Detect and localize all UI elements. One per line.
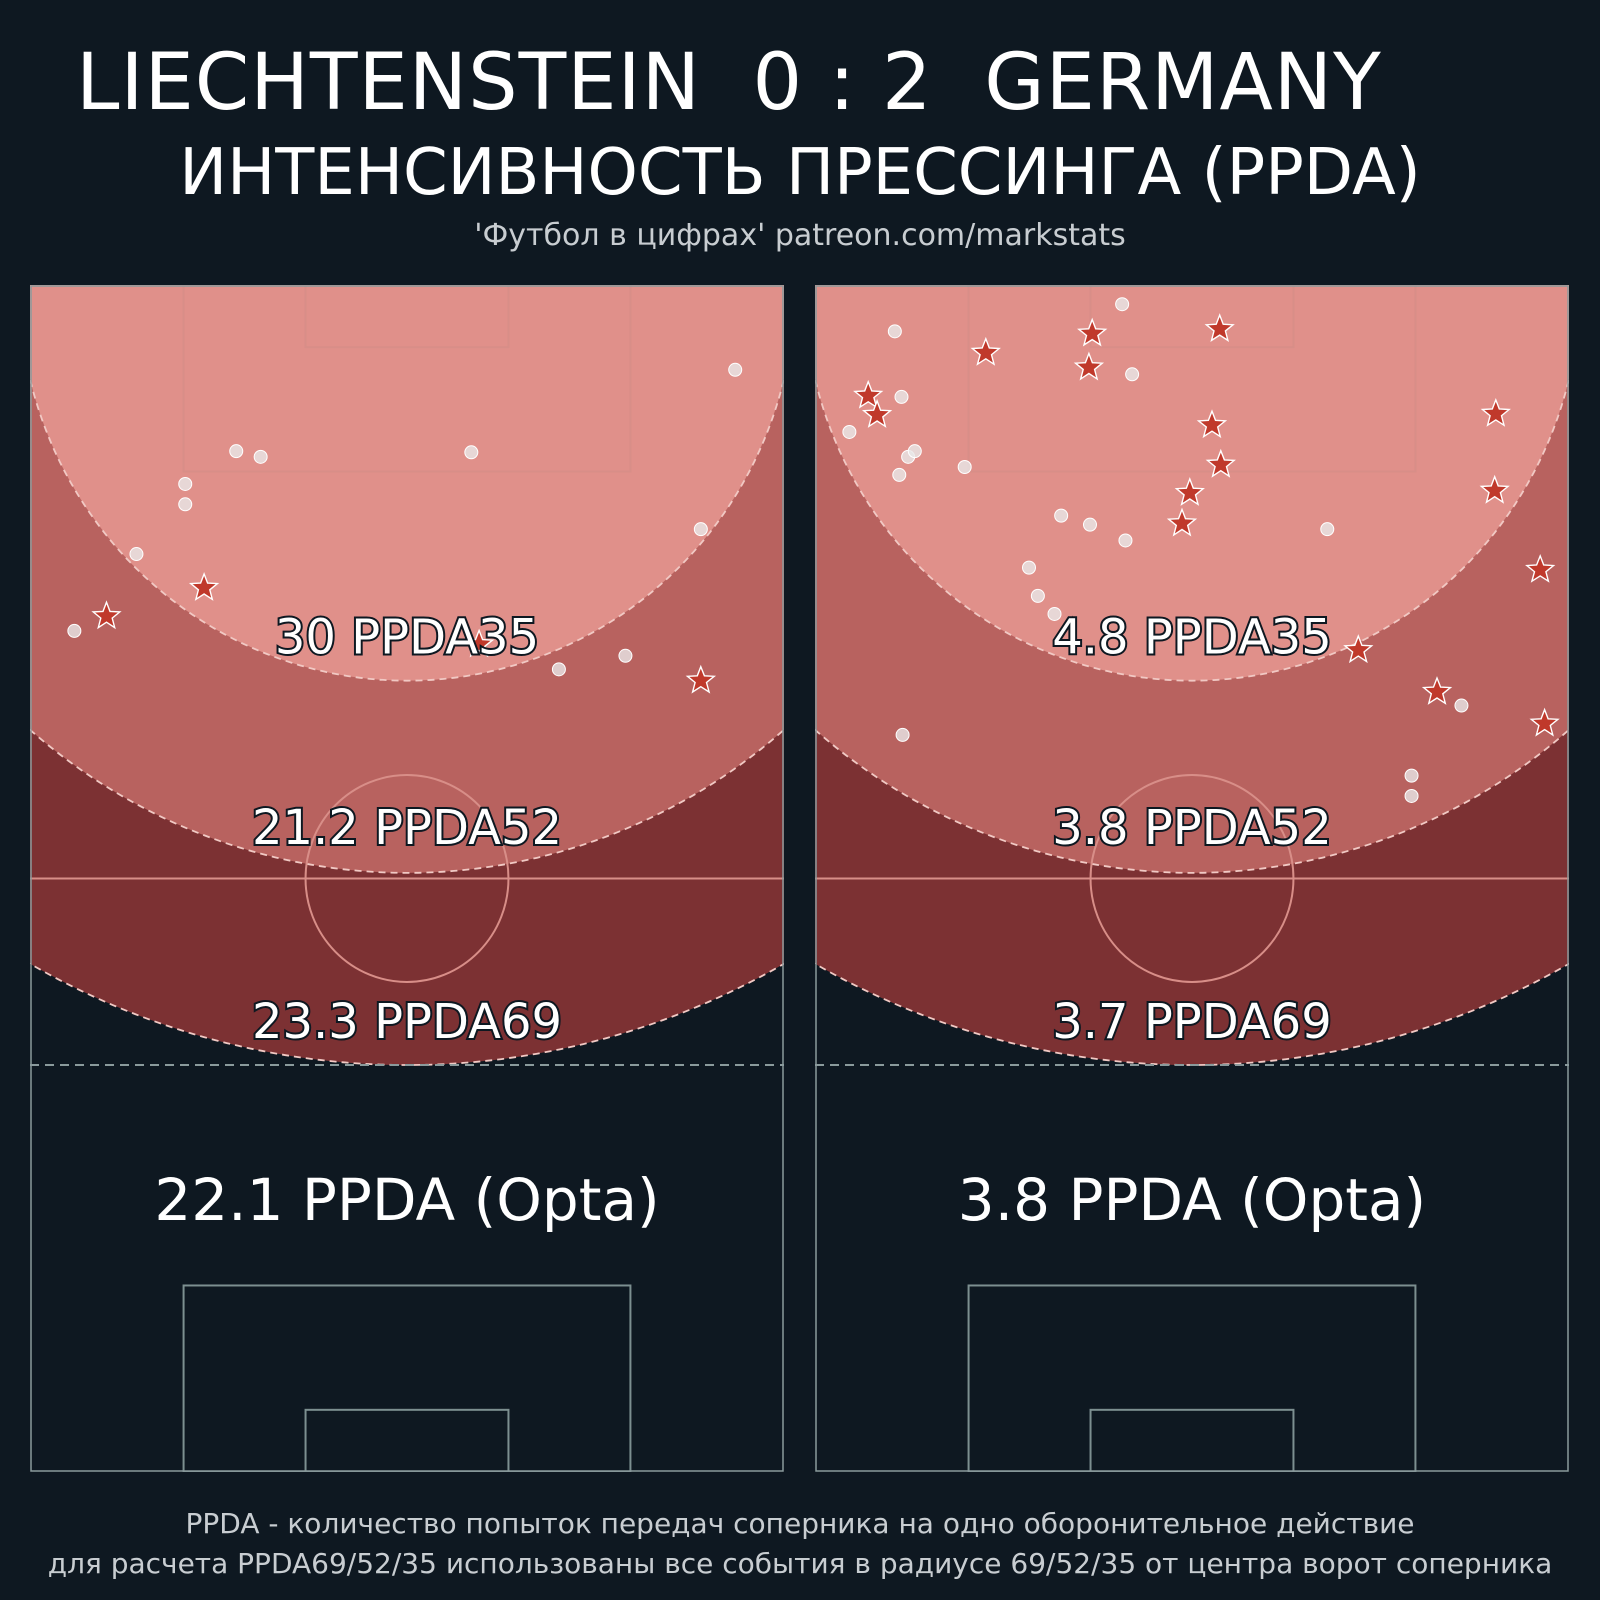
- centre-circle: [1089, 774, 1295, 983]
- penalty-box-bottom: [967, 1284, 1417, 1472]
- event-star: [1196, 409, 1228, 439]
- event-star: [1174, 477, 1205, 506]
- event-dot: [1082, 517, 1097, 532]
- event-dot: [1404, 788, 1419, 803]
- pitch-markings-attack: [815, 285, 1569, 983]
- zone-label-ppda35: 4.8 PPDA35: [1052, 610, 1332, 666]
- event-star: [861, 399, 893, 428]
- footer-line-2: для расчета PPDA69/52/35 использованы вс…: [47, 1547, 1553, 1580]
- event-dot: [253, 449, 268, 464]
- footer-line-1: PPDA - количество попыток передач соперн…: [185, 1507, 1415, 1540]
- event-dot: [1404, 768, 1419, 783]
- pitch-svg: 4.8 PPDA35 3.8 PPDA52 3.7 PPDA69 3.8 PPDA (…: [815, 285, 1569, 1472]
- zone-label-ppda52: 21.2 PPDA52: [252, 800, 562, 856]
- opta-ppda-label: 22.1 PPDA (Opta): [154, 1166, 659, 1234]
- event-star: [91, 600, 122, 630]
- pitch-germany: 4.8 PPDA35 3.8 PPDA52 3.7 PPDA69 3.8 PPDA (…: [815, 285, 1569, 1472]
- event-dot: [178, 497, 193, 512]
- event-star: [1073, 351, 1105, 381]
- event-dot: [842, 424, 857, 439]
- zone-label-ppda52: 3.8 PPDA52: [1052, 800, 1332, 856]
- pitch-markings-defence: [815, 1064, 1569, 1472]
- event-star: [1343, 634, 1374, 664]
- event-star: [1166, 507, 1198, 537]
- penalty-box-top: [182, 285, 632, 473]
- event-markers: [67, 362, 743, 694]
- event-star: [1421, 676, 1453, 705]
- event-dot: [693, 522, 708, 537]
- zone-group: [30, 285, 784, 1066]
- event-dot: [887, 324, 902, 339]
- footer-notes: PPDA - количество попыток передач соперн…: [0, 1504, 1600, 1584]
- event-dot: [178, 476, 193, 491]
- pitch-outline: [30, 285, 784, 1472]
- event-dot: [1454, 698, 1469, 713]
- event-dot: [1047, 606, 1062, 621]
- event-dot: [129, 547, 144, 562]
- event-dot: [892, 467, 907, 482]
- event-star: [1204, 313, 1235, 342]
- penalty-box-top: [967, 285, 1417, 473]
- event-dot: [551, 662, 566, 677]
- event-star: [1525, 553, 1556, 583]
- event-dot: [907, 444, 922, 459]
- centre-circle: [304, 774, 510, 983]
- zone-label-ppda69: 23.3 PPDA69: [252, 994, 562, 1050]
- event-star: [188, 572, 220, 601]
- event-dot: [1115, 297, 1130, 312]
- event-star: [685, 664, 717, 694]
- source-credit: 'Футбол в цифрах' patreon.com/markstats: [474, 218, 1126, 253]
- pitch-outline: [815, 285, 1569, 1472]
- pitch-liechtenstein: 30 PPDA35 21.2 PPDA52 23.3 PPDA69 22.1 PPDA…: [30, 285, 784, 1472]
- event-dot: [1118, 533, 1133, 548]
- pitch-svg: 30 PPDA35 21.2 PPDA52 23.3 PPDA69 22.1 PPDA…: [30, 285, 784, 1472]
- event-dot: [1022, 560, 1037, 575]
- six-yard-box-top: [304, 285, 510, 349]
- event-star: [1480, 397, 1511, 427]
- match-title: LIECHTENSTEIN 0 : 2 GERMANY: [76, 38, 1382, 128]
- event-star: [1205, 448, 1236, 478]
- chart-subtitle: ИНТЕНСИВНОСТЬ ПРЕССИНГА (PPDA): [179, 136, 1421, 210]
- event-star: [463, 628, 495, 658]
- event-dot: [895, 727, 910, 742]
- zone-ppda35: [815, 285, 1569, 682]
- pitch-markings-attack: [30, 285, 784, 983]
- zone-label-ppda69: 3.7 PPDA69: [1052, 994, 1332, 1050]
- six-yard-box-bottom: [1089, 1408, 1295, 1472]
- event-dot: [229, 444, 244, 459]
- event-star: [853, 379, 884, 409]
- event-dot: [1125, 367, 1140, 382]
- pitch-markings-defence: [30, 1064, 784, 1472]
- six-yard-box-top: [1089, 285, 1295, 349]
- event-dot: [67, 623, 82, 638]
- event-star: [1479, 474, 1510, 504]
- penalty-box-bottom: [182, 1284, 632, 1472]
- opta-ppda-label: 3.8 PPDA (Opta): [958, 1166, 1426, 1234]
- event-markers: [842, 297, 1560, 803]
- event-dot: [894, 389, 909, 404]
- zone-label-ppda35: 30 PPDA35: [275, 610, 539, 666]
- event-dot: [728, 362, 743, 377]
- zone-group: [815, 285, 1569, 1066]
- event-dot: [1030, 588, 1045, 603]
- event-star: [970, 336, 1001, 366]
- event-dot: [1054, 508, 1069, 523]
- event-dot: [1320, 522, 1335, 537]
- event-dot: [618, 648, 633, 663]
- event-star: [1077, 317, 1108, 347]
- event-dot: [464, 445, 479, 460]
- event-dot: [957, 460, 972, 475]
- zone-ppda35: [30, 285, 784, 682]
- event-star: [1529, 707, 1560, 737]
- six-yard-box-bottom: [304, 1408, 510, 1472]
